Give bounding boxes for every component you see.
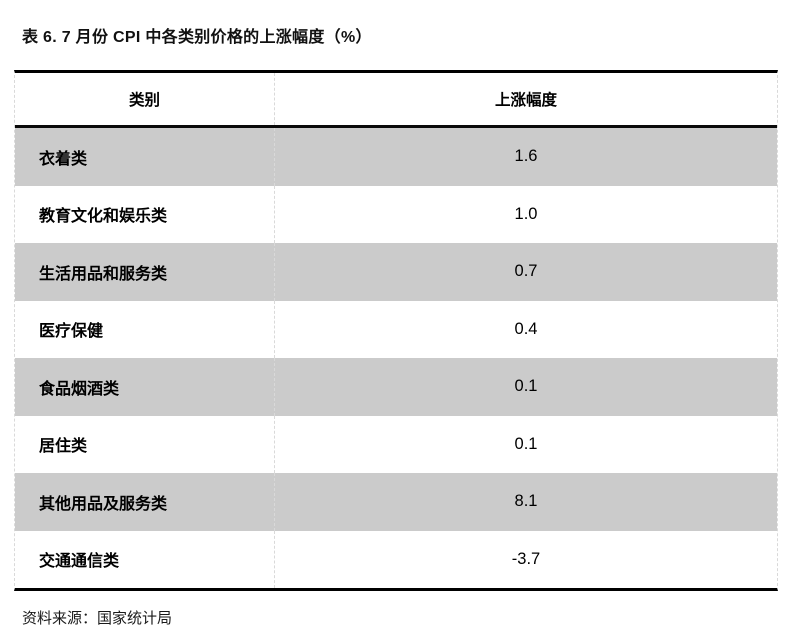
value-cell: 0.7 bbox=[514, 262, 538, 281]
value-cell: 0.1 bbox=[514, 434, 538, 453]
category-cell: 生活用品和服务类 bbox=[15, 243, 275, 301]
value-cell: 0.4 bbox=[514, 319, 538, 338]
cpi-table: 类别 上涨幅度 衣着类 1.6 教育文化和娱乐类 1.0 生活用品和服务类 0.… bbox=[14, 70, 778, 591]
category-cell: 教育文化和娱乐类 bbox=[15, 185, 275, 243]
table-row: 食品烟酒类 0.1 bbox=[15, 358, 777, 416]
table-row: 居住类 0.1 bbox=[15, 415, 777, 473]
table-row: 衣着类 1.6 bbox=[15, 128, 777, 186]
table-row: 交通通信类 -3.7 bbox=[15, 530, 777, 588]
column-header-value: 上涨幅度 bbox=[494, 92, 557, 109]
table-row: 教育文化和娱乐类 1.0 bbox=[15, 185, 777, 243]
table-row: 其他用品及服务类 8.1 bbox=[15, 473, 777, 531]
value-cell: 1.6 bbox=[514, 147, 538, 166]
source-note: 资料来源：国家统计局 bbox=[22, 610, 173, 627]
value-cell: 0.1 bbox=[514, 377, 538, 396]
category-cell: 居住类 bbox=[15, 415, 275, 473]
table-row: 生活用品和服务类 0.7 bbox=[15, 243, 777, 301]
category-cell: 衣着类 bbox=[15, 128, 275, 186]
table-title: 表 6. 7 月份 CPI 中各类别价格的上涨幅度（%） bbox=[22, 29, 372, 46]
table-row: 医疗保健 0.4 bbox=[15, 300, 777, 358]
value-cell: 1.0 bbox=[514, 204, 538, 223]
category-cell: 交通通信类 bbox=[15, 530, 275, 588]
category-cell: 其他用品及服务类 bbox=[15, 473, 275, 531]
column-header-category: 类别 bbox=[15, 73, 275, 125]
category-cell: 食品烟酒类 bbox=[15, 358, 275, 416]
value-cell: 8.1 bbox=[514, 492, 538, 511]
value-cell: -3.7 bbox=[511, 549, 541, 568]
table-header-row: 类别 上涨幅度 bbox=[15, 73, 777, 128]
category-cell: 医疗保健 bbox=[15, 300, 275, 358]
